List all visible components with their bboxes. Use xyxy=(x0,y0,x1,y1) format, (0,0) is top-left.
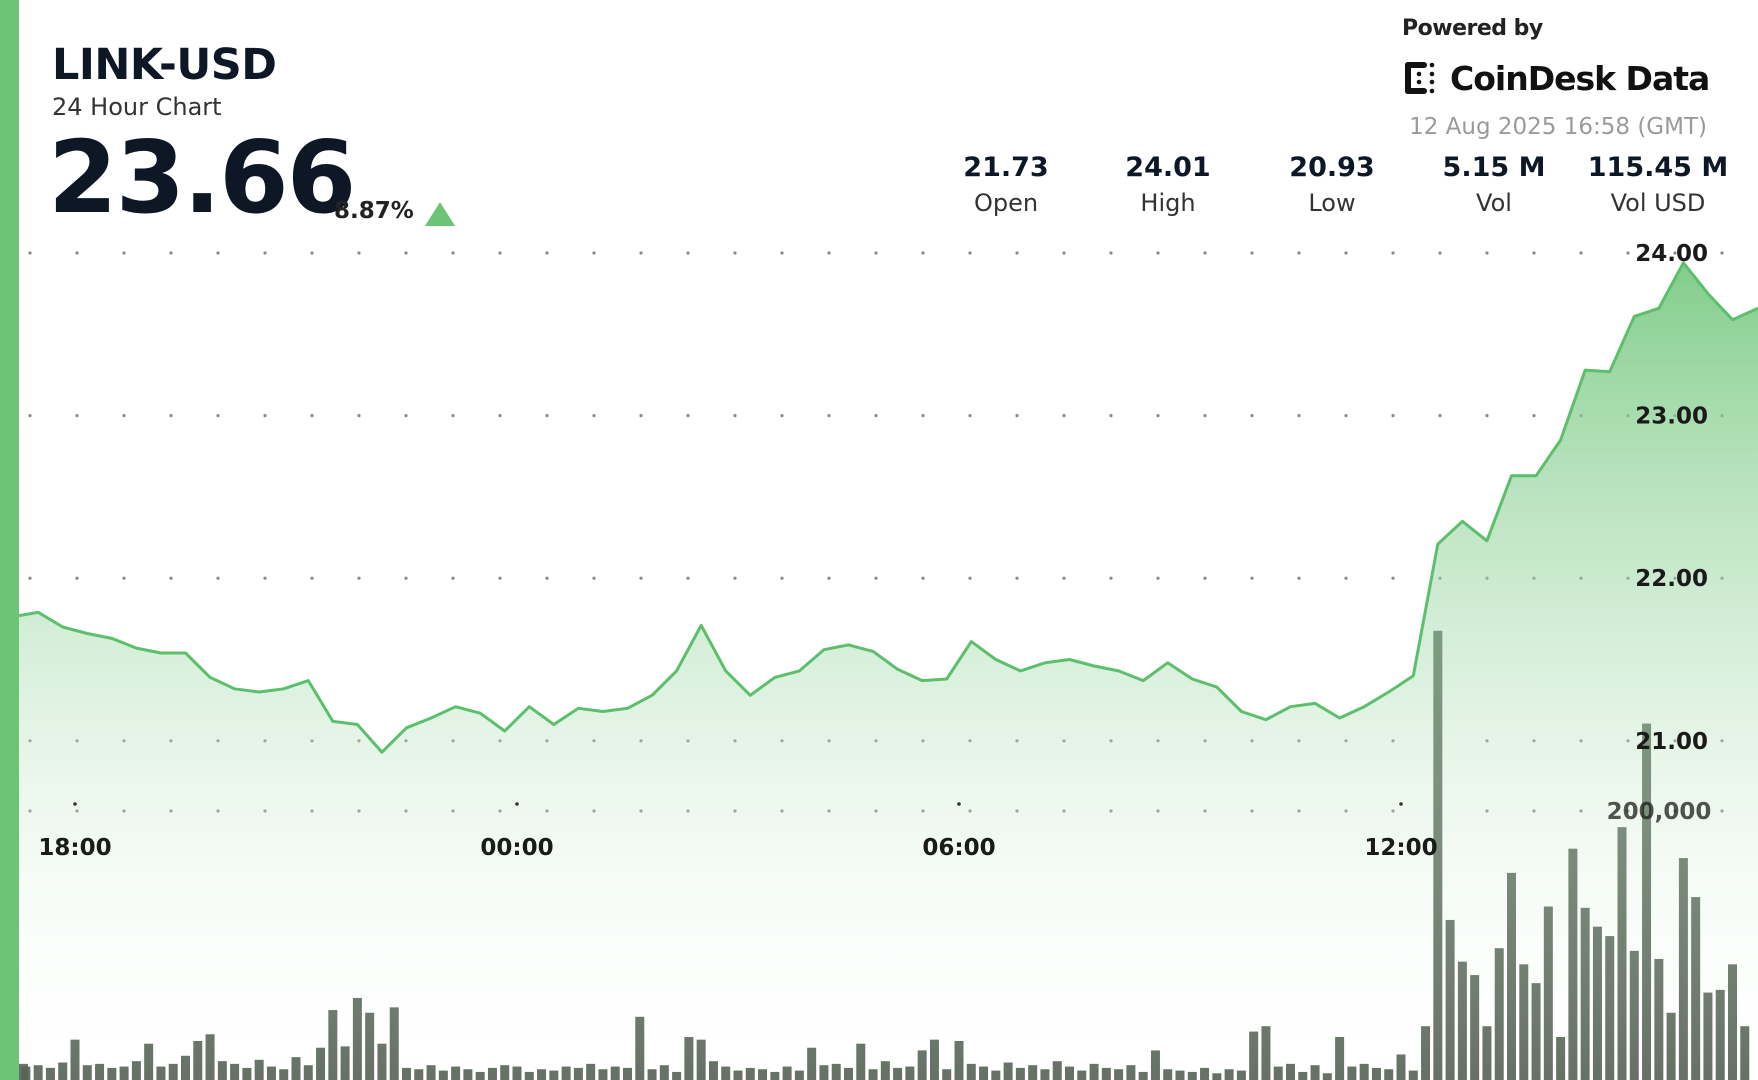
x-tick-label: 12:00 xyxy=(1364,835,1437,861)
x-tick-mark xyxy=(73,802,77,806)
x-tick-label: 18:00 xyxy=(38,835,111,861)
stat-low: 20.93 Low xyxy=(1252,152,1412,217)
y-axis-labels: 24.00 23.00 22.00 21.00 200,000 xyxy=(1607,241,1712,825)
up-triangle-icon xyxy=(425,202,455,226)
stat-label: Vol xyxy=(1476,189,1512,217)
timestamp: 12 Aug 2025 16:58 (GMT) xyxy=(1409,114,1707,140)
x-tick-mark xyxy=(1399,802,1403,806)
x-tick-mark xyxy=(957,802,961,806)
y-tick-label: 21.00 xyxy=(1635,729,1708,755)
price-area xyxy=(19,262,1758,1080)
stat-open: 21.73 Open xyxy=(926,152,1086,217)
gridline xyxy=(28,414,1724,418)
gridline xyxy=(28,251,1724,255)
stat-label: Vol USD xyxy=(1610,189,1706,217)
stat-value: 24.01 xyxy=(1125,152,1211,183)
stat-value: 5.15 M xyxy=(1442,152,1546,183)
stat-value: 21.73 xyxy=(963,152,1049,183)
brand-name: CoinDesk Data xyxy=(1450,58,1710,98)
symbol-title: LINK-USD xyxy=(52,40,277,90)
y-tick-label: 22.00 xyxy=(1635,566,1708,592)
chart-subtitle: 24 Hour Chart xyxy=(52,93,222,121)
stat-value: 20.93 xyxy=(1289,152,1375,183)
stat-vol: 5.15 M Vol xyxy=(1414,152,1574,217)
coindesk-logo: CoinDesk Data xyxy=(1402,58,1710,98)
accent-bar xyxy=(0,0,19,1080)
x-tick-label: 00:00 xyxy=(480,835,553,861)
stat-high: 24.01 High xyxy=(1088,152,1248,217)
x-tick-mark xyxy=(515,802,519,806)
coindesk-logo-icon xyxy=(1405,62,1435,94)
x-tick-label: 06:00 xyxy=(922,835,995,861)
stat-vol-usd: 115.45 M Vol USD xyxy=(1578,152,1738,217)
stat-value: 115.45 M xyxy=(1587,152,1729,183)
y-tick-label: 23.00 xyxy=(1635,404,1708,430)
current-price: 23.66 xyxy=(48,119,356,236)
y-tick-label: 24.00 xyxy=(1635,241,1708,267)
price-change-percent: 8.87% xyxy=(334,198,414,224)
volume-tick-label: 200,000 xyxy=(1607,799,1712,825)
stat-label: Low xyxy=(1308,189,1356,217)
price-line xyxy=(18,261,1758,754)
stat-label: High xyxy=(1140,189,1196,217)
stat-label: Open xyxy=(973,189,1039,217)
powered-by-label: Powered by xyxy=(1402,16,1543,41)
x-axis-labels: 18:00 00:00 06:00 12:00 xyxy=(38,802,1438,861)
